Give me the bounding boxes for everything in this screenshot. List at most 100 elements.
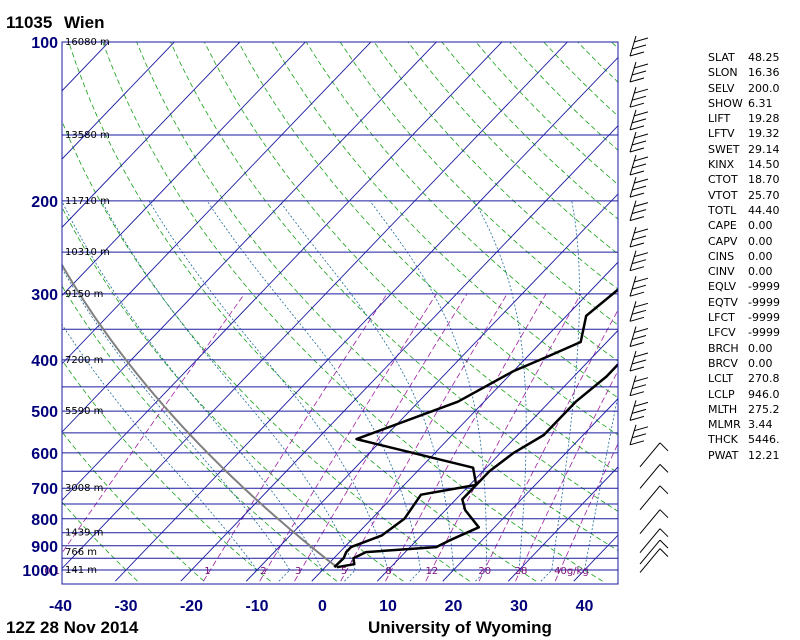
index-key: CAPE	[708, 219, 737, 233]
index-key: TOTL	[708, 203, 737, 217]
index-value: 0.00	[748, 341, 773, 355]
index-row: MLTH 275.2	[708, 402, 794, 417]
index-row: SWET 29.14	[708, 142, 794, 157]
wind-barb	[629, 87, 649, 108]
wind-barb-flag	[633, 252, 649, 258]
wind-barb	[639, 464, 669, 489]
wind-barb-flag	[631, 70, 647, 76]
pressure-tick-label: 500	[31, 404, 58, 421]
index-value: 0.00	[748, 249, 773, 263]
wind-barb-flag	[631, 209, 647, 215]
wind-barb-flag	[629, 192, 645, 198]
index-key: LFTV	[708, 127, 735, 141]
index-key: SELV	[708, 81, 735, 95]
wind-barb-flag	[629, 342, 645, 347]
mixing-ratio-line	[340, 293, 508, 582]
mixing-ratio-label: 0.1	[44, 566, 60, 577]
wind-barb-flag	[631, 335, 647, 340]
mixing-ratio-label: 20	[478, 566, 491, 577]
wind-barb-staff	[639, 464, 661, 489]
isotherm	[507, 466, 618, 582]
wind-barb	[629, 350, 649, 372]
wind-barb-flag	[631, 284, 647, 290]
index-value: 44.40	[748, 203, 780, 217]
height-label: 5590 m	[65, 406, 103, 417]
isotherm	[0, 18, 1, 581]
grid-lines	[0, 18, 618, 582]
index-value: 946.0	[748, 387, 780, 401]
moist-adiabat	[101, 200, 356, 582]
wind-barb-flag	[629, 266, 645, 272]
index-key: VTOT	[708, 188, 738, 202]
wind-barb-flag	[631, 359, 647, 365]
wind-barb-flag	[633, 37, 649, 43]
height-label: 16080 m	[65, 37, 110, 48]
index-row: KINX 14.50	[708, 157, 794, 172]
index-key: SHOW	[708, 96, 743, 110]
dry-adiabat	[62, 359, 271, 582]
temperature-tick-label: -30	[114, 598, 137, 615]
index-key: LIFT	[708, 112, 731, 126]
index-value: 0.00	[748, 234, 773, 248]
wind-barb	[629, 375, 649, 397]
isotherm	[114, 56, 618, 582]
isotherm	[62, 42, 568, 570]
wind-barb	[629, 35, 649, 57]
wind-barb-flag	[631, 118, 647, 124]
isobar-lines	[62, 41, 618, 571]
wind-barb-flag	[631, 259, 647, 265]
temperature-tick-label: 40	[576, 598, 594, 615]
index-row: CAPE 0.00	[708, 218, 794, 233]
wind-barb-flag	[631, 163, 647, 169]
index-key: THCK	[708, 433, 738, 447]
wind-barb-staff	[629, 226, 637, 248]
index-key: MLMR	[708, 418, 741, 432]
mixing-ratio-line	[385, 293, 547, 582]
index-key: EQTV	[708, 295, 738, 309]
wind-barb-flag	[631, 95, 647, 101]
mixing-ratio-line	[203, 293, 388, 582]
height-label: 11710 m	[65, 196, 110, 207]
wind-barb-flag	[629, 316, 645, 322]
wind-barb	[629, 131, 649, 153]
wind-barb-staff	[629, 400, 637, 421]
wind-barb	[629, 276, 649, 297]
index-value: 3.44	[748, 418, 773, 432]
index-row: LFCT -9999	[708, 310, 794, 325]
index-key: LCLP	[708, 387, 735, 401]
index-key: EQLV	[708, 280, 737, 294]
wind-barb-staff	[629, 200, 637, 221]
wind-barb-flag	[659, 509, 669, 519]
index-row: BRCH 0.00	[708, 341, 794, 356]
index-key: CINV	[708, 265, 735, 279]
pressure-tick-label: 700	[31, 481, 58, 498]
isotherm	[62, 42, 175, 160]
wind-barb-staff	[639, 442, 661, 468]
index-row: CTOT 18.70	[708, 172, 794, 187]
wind-barb-flag	[633, 228, 649, 234]
height-label: 766 m	[65, 547, 97, 558]
wind-barb-staff	[629, 87, 637, 108]
wind-barb-flag	[629, 242, 645, 248]
wind-barb-flag	[659, 548, 669, 557]
wind-barb-flag	[631, 309, 647, 315]
pressure-tick-label: 300	[31, 287, 58, 304]
wind-barb-staff	[629, 375, 637, 396]
isotherm	[62, 42, 503, 501]
wind-barb-flag	[631, 408, 647, 414]
height-label: 9150 m	[65, 289, 103, 300]
index-row: LCLT 270.8	[708, 371, 794, 386]
index-key: MLTH	[708, 402, 738, 416]
wind-barb-staff	[629, 176, 637, 198]
moist-adiabat	[540, 200, 580, 582]
wind-barb-staff	[639, 485, 661, 511]
index-row: MLMR 3.44	[708, 417, 794, 432]
index-row: CINV 0.00	[708, 264, 794, 279]
wind-barb	[629, 200, 649, 222]
index-row: LFCV -9999	[708, 325, 794, 340]
mixing-ratio-line	[478, 309, 618, 582]
wind-barbs	[629, 35, 669, 573]
wind-barb-flag	[659, 442, 669, 452]
index-value: 48.25	[748, 51, 780, 64]
